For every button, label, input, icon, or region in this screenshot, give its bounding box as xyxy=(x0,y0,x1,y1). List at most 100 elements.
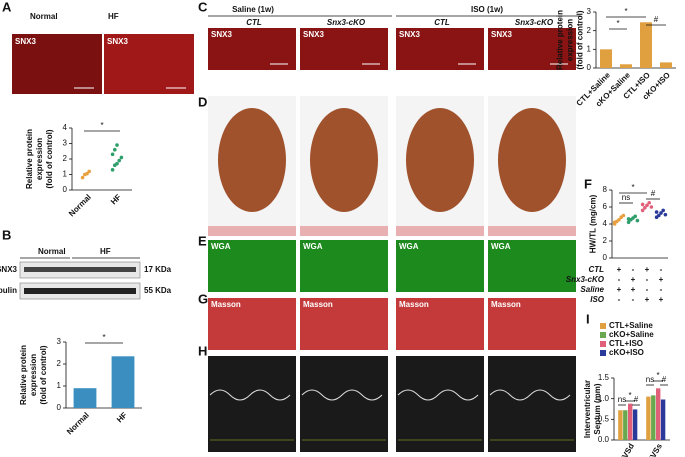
bar xyxy=(660,62,672,68)
table-mark: - xyxy=(660,265,663,274)
y-tick-label: 4 xyxy=(603,219,608,228)
y-tick-label: 0 xyxy=(57,403,62,412)
stain-label: Masson xyxy=(399,300,429,309)
table-mark: - xyxy=(632,295,635,304)
x-tick-label: Normal xyxy=(67,193,93,219)
y-tick-label: 0 xyxy=(587,63,592,72)
data-point xyxy=(663,212,668,217)
micrograph xyxy=(396,298,484,350)
y-axis-label: Relative protein xyxy=(556,10,565,70)
stain-label: SNX3 xyxy=(491,30,512,39)
panel-label: G xyxy=(198,291,208,306)
panel-label: D xyxy=(198,94,207,109)
image-header: Normal xyxy=(30,12,58,21)
x-tick-label: IVSs xyxy=(647,442,664,457)
y-axis-label: Relative protein xyxy=(25,129,34,189)
data-point xyxy=(654,210,659,214)
y-tick-label: 2 xyxy=(603,236,608,245)
data-point xyxy=(635,218,640,223)
x-tick-label: IVSd xyxy=(619,442,636,457)
significance-label: * xyxy=(656,371,659,380)
bar xyxy=(632,409,638,440)
table-row-label: CTL xyxy=(588,265,604,274)
stain-label: SNX3 xyxy=(399,30,420,39)
data-point xyxy=(645,203,649,208)
legend-label: CTL+ISO xyxy=(609,339,643,348)
stain-label: WGA xyxy=(399,242,419,251)
y-tick-label: 3 xyxy=(63,139,68,148)
image-header: HF xyxy=(108,12,119,21)
bar xyxy=(640,22,652,68)
data-point xyxy=(115,143,119,147)
bar xyxy=(651,395,656,440)
table-mark: + xyxy=(631,275,636,284)
y-axis-label: Septum (mm) xyxy=(593,383,602,434)
micrograph xyxy=(300,298,388,350)
y-tick-label: 6 xyxy=(603,202,608,211)
x-tick-label: Normal xyxy=(65,411,91,437)
data-point xyxy=(113,147,117,152)
y-axis-label: expression xyxy=(29,354,38,396)
stain-label: SNX3 xyxy=(15,37,36,46)
micrograph xyxy=(208,298,296,350)
column-header: Snx3-cKO xyxy=(327,18,366,27)
significance-label: ns xyxy=(646,375,654,384)
blot-header: HF xyxy=(100,247,111,256)
bar xyxy=(628,403,633,440)
panel-label: F xyxy=(584,176,592,191)
significance-label: * xyxy=(628,391,631,400)
blot-size: 17 KDa xyxy=(144,265,172,274)
significance-label: * xyxy=(102,333,105,342)
blot-row-label: α-tubulin xyxy=(0,286,17,295)
ruler xyxy=(208,226,296,236)
table-mark: + xyxy=(631,285,636,294)
y-axis-label: (fold of control) xyxy=(39,345,48,404)
column-header: Snx3-cKO xyxy=(515,18,554,27)
table-mark: - xyxy=(646,275,649,284)
table-mark: + xyxy=(659,295,664,304)
data-point xyxy=(659,211,663,215)
stain-label: SNX3 xyxy=(303,30,324,39)
y-tick-label: 8 xyxy=(603,185,608,194)
significance-label: # xyxy=(634,395,639,404)
data-point xyxy=(633,214,637,219)
y-tick-label: 0 xyxy=(63,185,68,194)
table-mark: - xyxy=(632,265,635,274)
data-point xyxy=(626,220,631,225)
x-tick-label: HF xyxy=(109,192,123,206)
micrograph xyxy=(208,240,296,292)
echo-image xyxy=(396,356,484,452)
heart xyxy=(218,108,286,212)
y-tick-label: 0.0 xyxy=(598,435,610,444)
table-mark: - xyxy=(660,285,663,294)
micrograph xyxy=(300,28,388,70)
stain-label: SNX3 xyxy=(211,30,232,39)
legend-swatch xyxy=(600,323,606,329)
panel-label: A xyxy=(2,0,12,14)
legend-label: cKO+Saline xyxy=(609,330,654,339)
bar xyxy=(646,396,651,440)
bar xyxy=(73,388,97,408)
data-point xyxy=(643,206,647,210)
table-row-label: ISO xyxy=(590,295,605,304)
data-point xyxy=(612,220,617,225)
micrograph xyxy=(208,28,296,70)
echo-trace xyxy=(209,389,291,401)
table-mark: - xyxy=(618,295,621,304)
x-tick-label: HF xyxy=(115,410,129,424)
data-point xyxy=(626,217,631,221)
panel-label: C xyxy=(198,0,208,14)
blot-band xyxy=(24,267,136,272)
data-point xyxy=(80,175,85,180)
ruler xyxy=(300,226,388,236)
heart xyxy=(406,108,474,212)
stain-label: Masson xyxy=(211,300,241,309)
echo-trace xyxy=(301,389,383,401)
micrograph xyxy=(104,34,194,94)
micrograph xyxy=(488,240,576,292)
bar xyxy=(600,49,612,68)
legend-swatch xyxy=(600,350,606,356)
table-row-label: Saline xyxy=(580,285,604,294)
stain-label: SNX3 xyxy=(107,37,128,46)
significance-label: # xyxy=(651,189,656,198)
